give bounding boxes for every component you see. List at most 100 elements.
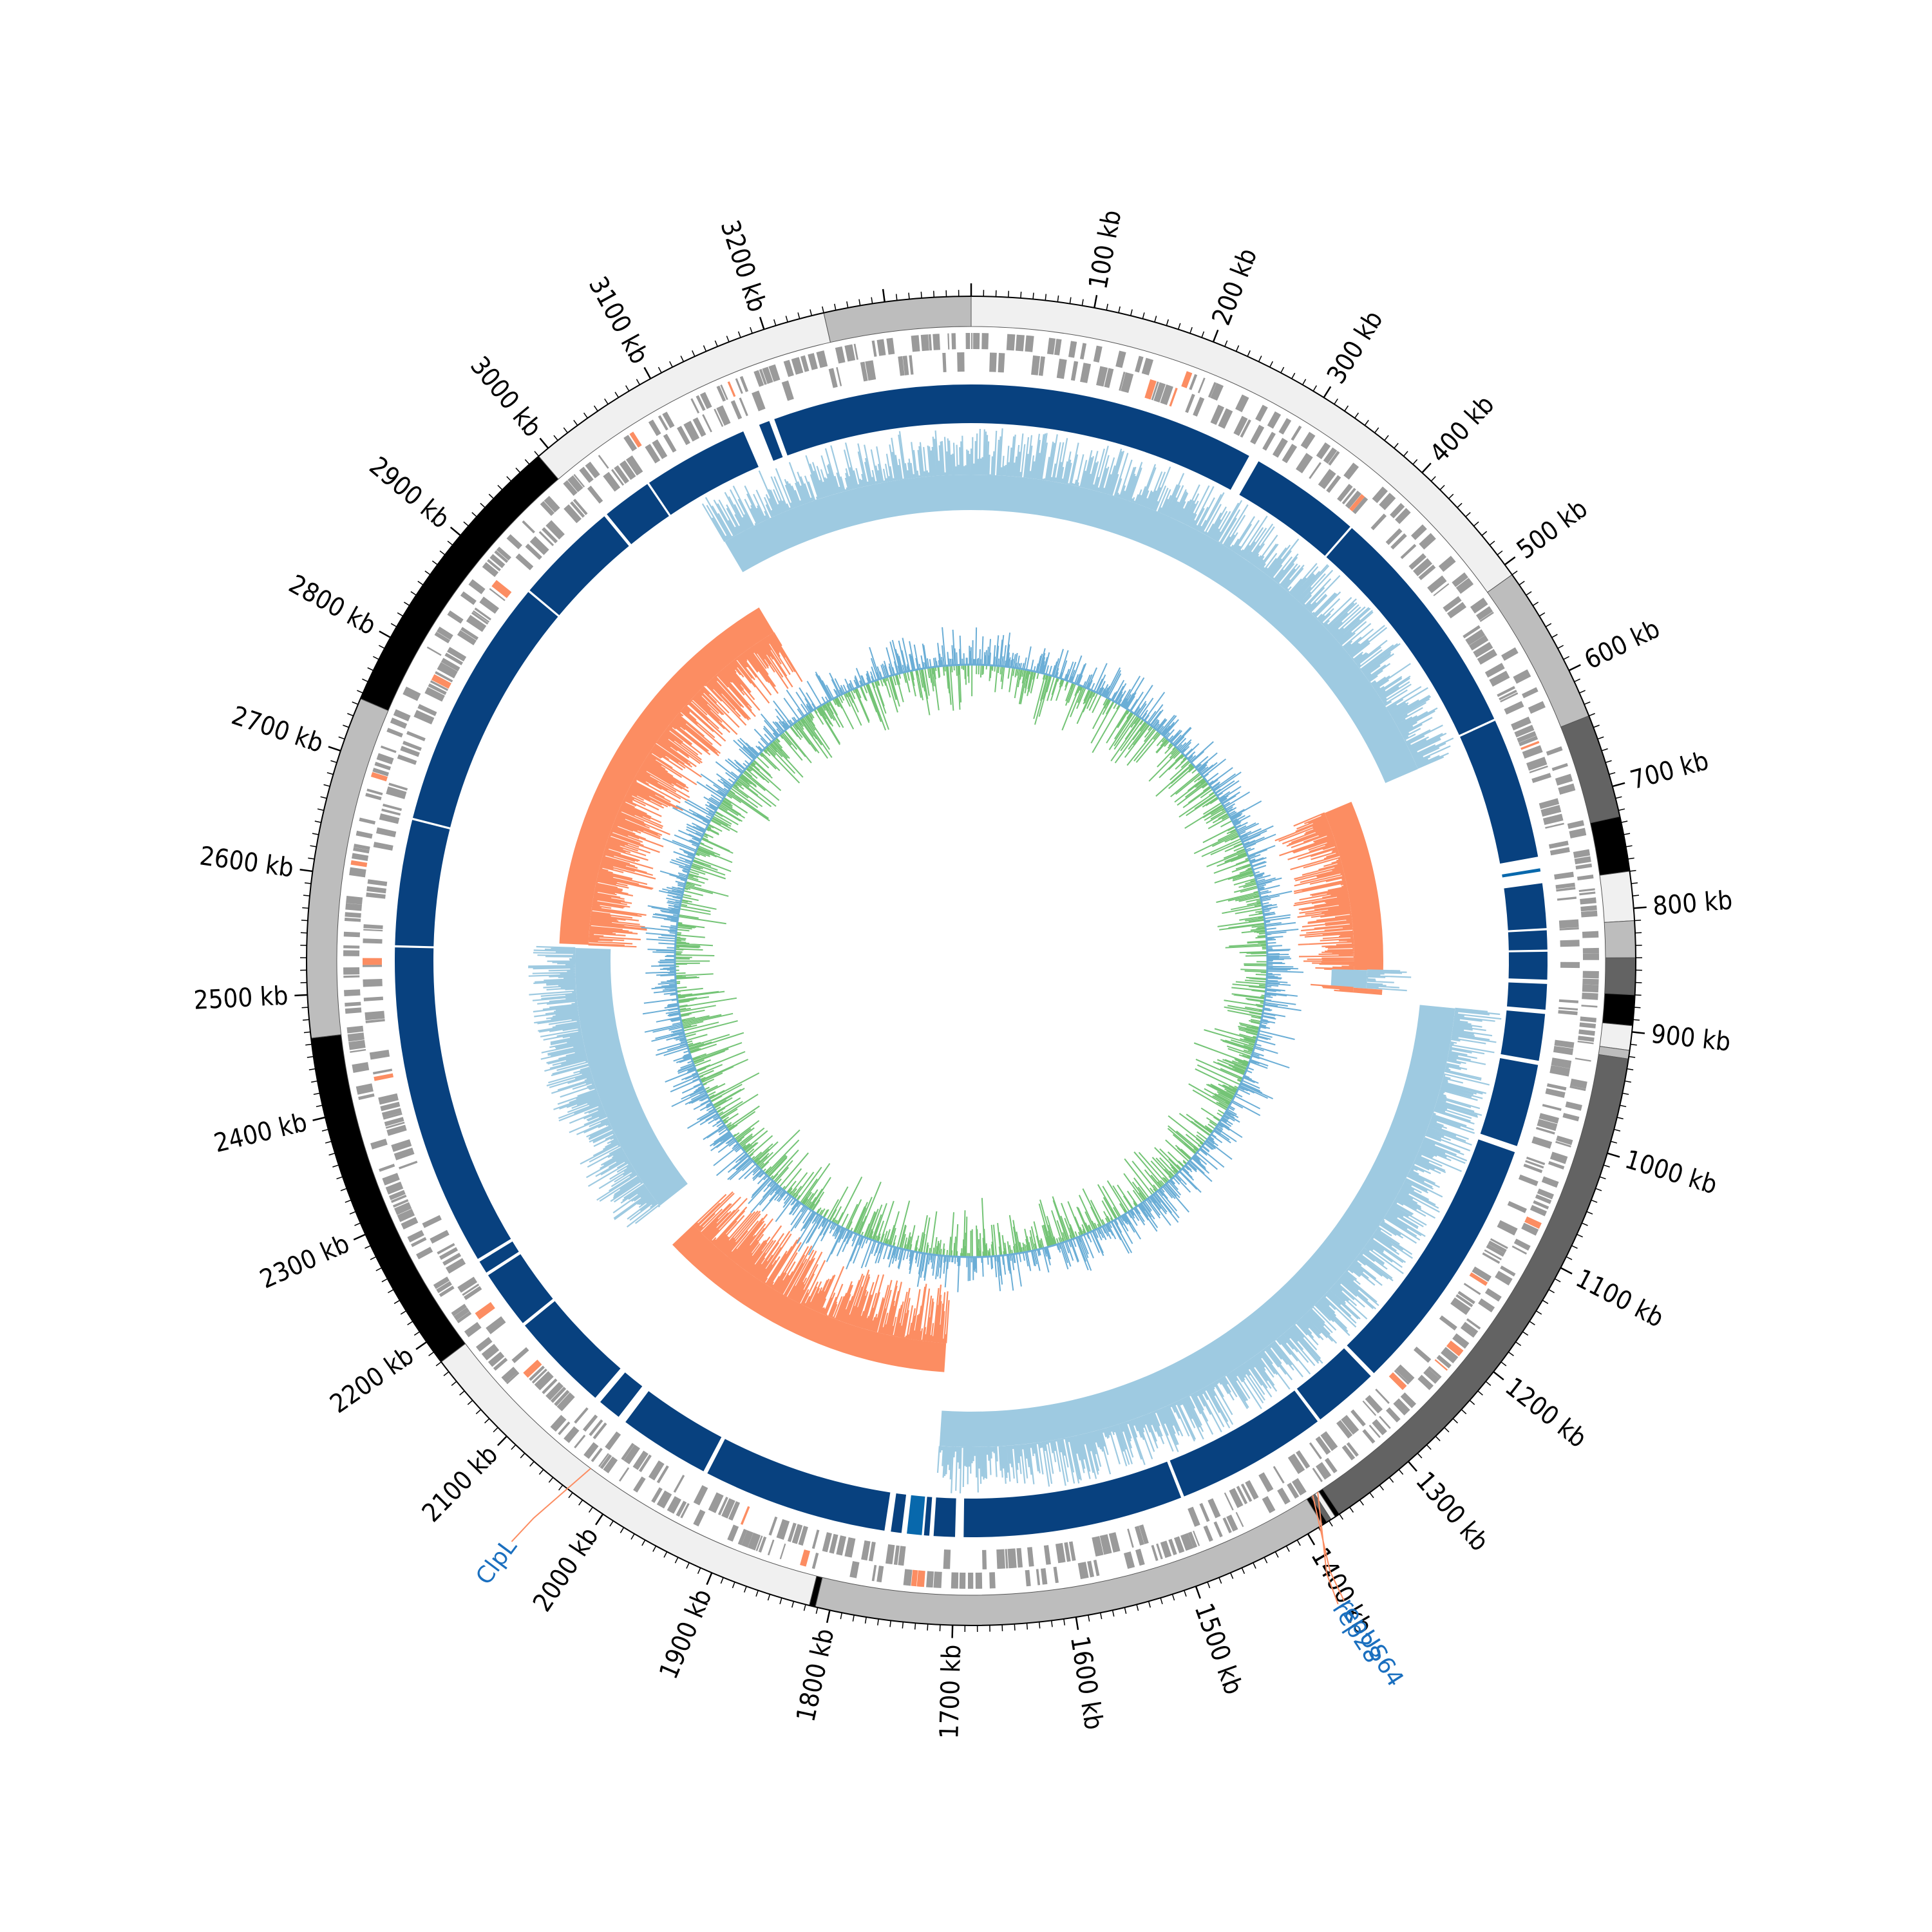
- gene-feature: [1240, 1483, 1253, 1502]
- minor-tick: [658, 366, 662, 374]
- gene-track: [343, 333, 1599, 1589]
- minor-tick: [515, 468, 521, 473]
- gene-feature: [437, 662, 458, 679]
- tick-label: 1800 kb: [791, 1626, 840, 1725]
- gene-feature: [1450, 1297, 1471, 1315]
- gene-feature: [379, 1164, 395, 1172]
- gene-feature: [816, 350, 828, 368]
- minor-tick: [553, 435, 558, 441]
- gene-feature: [1446, 601, 1467, 619]
- minor-tick: [410, 591, 417, 596]
- minor-tick: [737, 331, 741, 338]
- gene-feature: [1096, 366, 1108, 387]
- gene-feature: [811, 1530, 820, 1549]
- minor-tick: [1548, 1289, 1555, 1294]
- gene-feature: [343, 975, 360, 978]
- tick-label: 1600 kb: [1065, 1634, 1109, 1732]
- gene-feature: [358, 1093, 375, 1101]
- tick-label: 2100 kb: [417, 1440, 504, 1528]
- minor-tick: [1160, 1597, 1163, 1605]
- gene-feature: [1141, 357, 1154, 375]
- minor-tick: [1106, 303, 1108, 310]
- gene-feature: [629, 431, 642, 448]
- gc-content-below: [674, 664, 1268, 1258]
- gene-feature: [1080, 363, 1092, 383]
- gene-feature: [1218, 408, 1233, 429]
- gene-feature: [1478, 1298, 1495, 1312]
- gene-feature: [1365, 1395, 1383, 1414]
- gene-feature: [1341, 1444, 1356, 1461]
- gene-feature: [380, 745, 397, 753]
- gene-feature: [623, 1444, 640, 1464]
- gene-feature: [1524, 1216, 1542, 1229]
- minor-tick: [674, 1557, 679, 1564]
- minor-tick: [1579, 690, 1586, 694]
- gene-feature: [540, 501, 555, 516]
- gene-feature: [623, 435, 638, 451]
- major-tick: [379, 630, 391, 639]
- gene-feature: [1151, 381, 1159, 401]
- gene-feature: [1517, 731, 1537, 743]
- gene-feature: [1573, 849, 1591, 858]
- minor-tick: [636, 379, 641, 385]
- gene-feature: [445, 1258, 466, 1274]
- gene-feature: [1557, 896, 1577, 901]
- gene-feature: [853, 343, 858, 360]
- gene-feature: [1441, 1347, 1459, 1364]
- gene-feature: [1484, 1288, 1502, 1302]
- minor-tick: [1398, 1469, 1404, 1475]
- minor-tick: [927, 1624, 929, 1631]
- gene-feature: [618, 1467, 630, 1482]
- major-tick: [1493, 1371, 1504, 1381]
- minor-tick: [332, 1164, 339, 1168]
- minor-tick: [373, 656, 379, 660]
- minor-tick: [1329, 1520, 1333, 1527]
- gene-feature: [951, 1572, 959, 1589]
- gene-feature: [1053, 1566, 1059, 1584]
- minor-tick: [1384, 435, 1389, 441]
- gene-feature: [1528, 701, 1546, 714]
- contig-segment: [1604, 957, 1636, 996]
- minor-tick: [1535, 1310, 1542, 1315]
- gene-feature: [1531, 773, 1551, 783]
- gene-feature: [435, 671, 453, 683]
- gene-feature: [1054, 339, 1062, 355]
- gene-feature: [1393, 1398, 1410, 1416]
- minor-tick: [1621, 820, 1628, 823]
- gene-feature: [1362, 1429, 1376, 1444]
- gene-feature: [1345, 490, 1362, 509]
- annotation-leader: [1312, 1495, 1345, 1602]
- minor-tick: [669, 361, 673, 368]
- gene-feature: [350, 860, 368, 867]
- gene-feature: [989, 352, 997, 372]
- alignment-block: [1460, 721, 1539, 864]
- minor-tick: [1285, 1546, 1290, 1552]
- gene-feature: [1582, 984, 1599, 993]
- minor-tick: [803, 1604, 806, 1611]
- major-tick: [1631, 1031, 1645, 1034]
- gene-feature: [1542, 1104, 1562, 1112]
- gene-feature: [798, 1526, 808, 1546]
- gene-feature: [1400, 1392, 1417, 1408]
- gene-feature: [1250, 424, 1265, 445]
- gene-feature: [680, 1502, 690, 1519]
- minor-tick: [726, 336, 730, 343]
- gene-feature: [343, 945, 360, 949]
- minor-tick: [1542, 1300, 1549, 1304]
- minor-tick: [641, 1539, 646, 1546]
- gene-feature: [1127, 1528, 1134, 1548]
- gene-feature: [583, 1442, 599, 1459]
- tick-label: 600 kb: [1580, 614, 1664, 675]
- minor-tick: [588, 1506, 593, 1513]
- gene-feature: [475, 1302, 495, 1320]
- minor-tick: [313, 1092, 320, 1095]
- tick-label: 200 kb: [1206, 244, 1263, 329]
- gene-feature: [444, 652, 464, 666]
- gene-feature: [1278, 418, 1292, 435]
- gene-feature: [1055, 1542, 1066, 1564]
- gene-feature: [1472, 1266, 1492, 1282]
- minor-tick: [367, 667, 374, 671]
- gene-feature: [347, 1032, 365, 1042]
- major-tick: [643, 366, 652, 379]
- major-tick: [294, 994, 308, 997]
